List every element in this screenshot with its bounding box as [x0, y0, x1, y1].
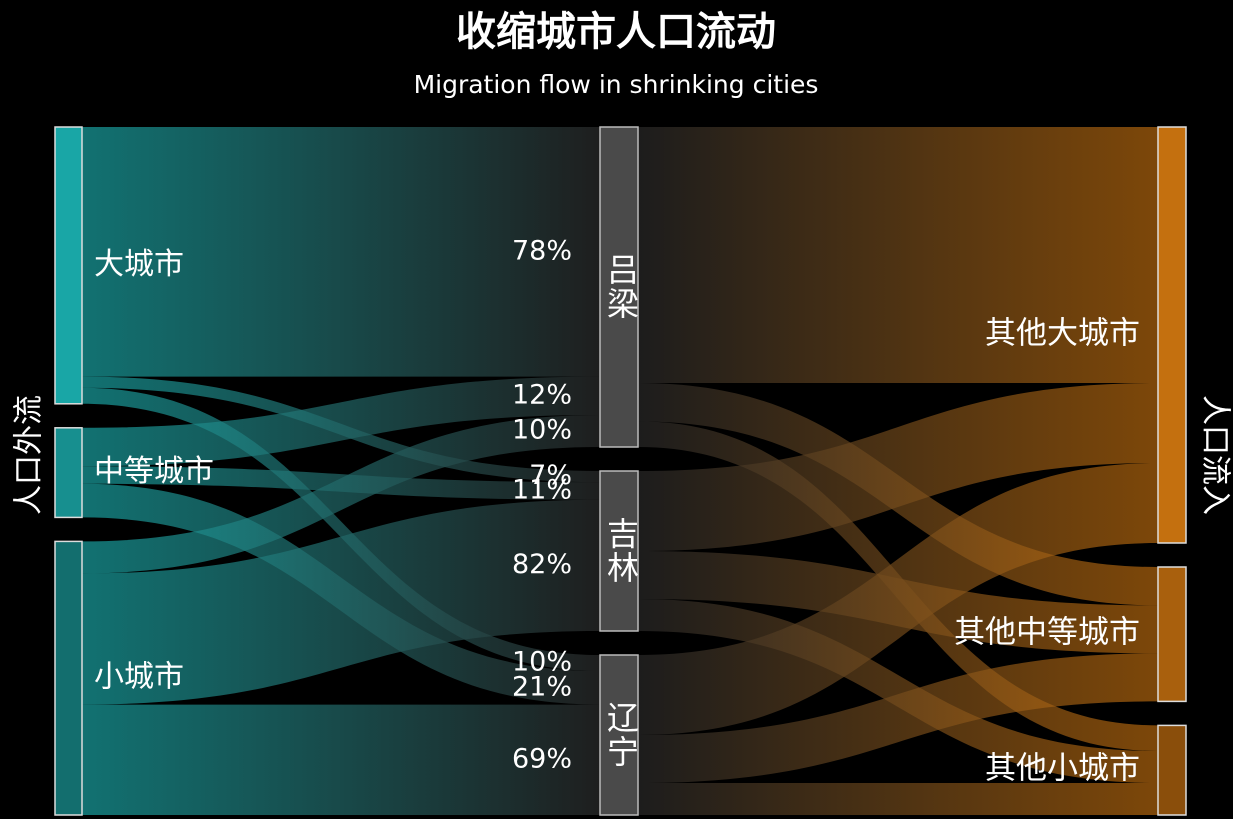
- inflow-link: [82, 376, 600, 467]
- inflow-link: [82, 127, 600, 377]
- hub-node: [599, 470, 639, 632]
- inflow-label: 7%: [529, 460, 572, 491]
- inflow-label: 21%: [512, 671, 572, 702]
- hub-name: 吉林: [602, 517, 640, 585]
- source-node: [54, 427, 83, 519]
- source-node: [54, 126, 83, 405]
- source-axis-label: 人口外流: [12, 395, 47, 515]
- target-axis-label: 人口流入: [1198, 395, 1233, 515]
- target-node: [1157, 126, 1187, 544]
- inflow-label: 12%: [512, 379, 572, 410]
- outflow-link: [638, 463, 1158, 735]
- chart-subtitle: Migration flow in shrinking cities: [414, 70, 819, 99]
- outflow-link: [638, 127, 1158, 383]
- source-name: 小城市: [94, 660, 184, 695]
- inflow-label: 78%: [512, 235, 572, 266]
- inflow-label: 82%: [512, 549, 572, 580]
- inflow-link: [82, 483, 600, 705]
- inflow-link: [82, 387, 600, 671]
- inflow-link: [82, 466, 600, 500]
- hub-node: [599, 126, 639, 448]
- inflow-link: [82, 376, 600, 483]
- source-name: 中等城市: [94, 454, 214, 489]
- hub-name: 吕梁: [602, 253, 640, 321]
- target-name: 其他大城市: [985, 316, 1140, 352]
- outflow-link: [638, 383, 1158, 551]
- source-node: [54, 540, 83, 816]
- outflow-link: [638, 653, 1158, 783]
- inflow-label: 10%: [512, 415, 572, 446]
- target-name: 其他中等城市: [954, 615, 1140, 651]
- target-name: 其他小城市: [985, 751, 1140, 787]
- inflow-label: 69%: [512, 743, 572, 774]
- source-name: 大城市: [94, 247, 184, 282]
- inflow-link: [82, 704, 600, 815]
- links: [82, 127, 1158, 815]
- inflow-label: 10%: [512, 647, 572, 678]
- hub-node: [599, 654, 639, 816]
- target-node: [1157, 724, 1187, 816]
- hub-name: 辽宁: [602, 701, 640, 769]
- target-node: [1157, 566, 1187, 703]
- inflow-label: 11%: [512, 475, 572, 506]
- outflow-link: [638, 783, 1158, 815]
- chart-title: 收缩城市人口流动: [456, 9, 776, 55]
